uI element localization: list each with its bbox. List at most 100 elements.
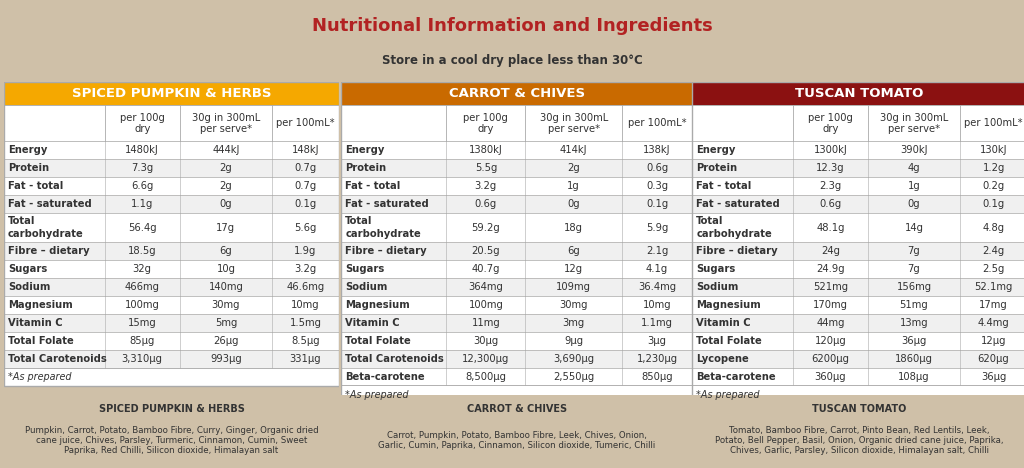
Text: Energy: Energy <box>345 146 385 155</box>
Bar <box>4 314 339 332</box>
Bar <box>4 367 339 386</box>
Text: 8.5μg: 8.5μg <box>291 336 319 346</box>
Text: 26μg: 26μg <box>213 336 239 346</box>
Text: 0.1g: 0.1g <box>982 199 1005 209</box>
Bar <box>4 332 339 350</box>
Text: 466mg: 466mg <box>125 282 160 292</box>
Text: 0.1g: 0.1g <box>294 199 316 209</box>
Text: Total: Total <box>696 216 724 226</box>
Text: per 100g
dry: per 100g dry <box>464 113 508 134</box>
Text: 12μg: 12μg <box>981 336 1007 346</box>
Bar <box>341 350 692 367</box>
Bar <box>4 260 339 278</box>
Text: 148kJ: 148kJ <box>292 146 319 155</box>
Text: CARROT & CHIVES: CARROT & CHIVES <box>449 87 585 100</box>
Text: 5.5g: 5.5g <box>475 163 497 173</box>
Text: 108μg: 108μg <box>898 372 930 381</box>
Text: 10mg: 10mg <box>643 300 672 310</box>
Text: Fibre – dietary: Fibre – dietary <box>696 246 778 256</box>
Bar <box>4 296 339 314</box>
Text: 2g: 2g <box>219 163 232 173</box>
Text: 414kJ: 414kJ <box>560 146 588 155</box>
Text: 0g: 0g <box>907 199 921 209</box>
Text: 20.5g: 20.5g <box>472 246 500 256</box>
Text: 1g: 1g <box>907 181 921 191</box>
Bar <box>341 159 692 177</box>
Text: 36μg: 36μg <box>981 372 1007 381</box>
Text: 1.1mg: 1.1mg <box>641 318 673 328</box>
Text: 3mg: 3mg <box>562 318 585 328</box>
Text: carbohydrate: carbohydrate <box>345 229 421 239</box>
Text: 11mg: 11mg <box>471 318 501 328</box>
Text: 444kJ: 444kJ <box>212 146 240 155</box>
Text: Sodium: Sodium <box>345 282 387 292</box>
Bar <box>341 105 692 141</box>
Text: 3μg: 3μg <box>647 336 667 346</box>
Text: *As prepared: *As prepared <box>8 372 72 382</box>
Bar <box>692 367 1024 386</box>
Bar <box>692 278 1024 296</box>
Text: 1380kJ: 1380kJ <box>469 146 503 155</box>
Text: Total: Total <box>345 216 373 226</box>
Text: 1860μg: 1860μg <box>895 354 933 364</box>
Text: 6200μg: 6200μg <box>811 354 849 364</box>
Text: Protein: Protein <box>345 163 386 173</box>
Text: 364mg: 364mg <box>468 282 504 292</box>
Text: carbohydrate: carbohydrate <box>8 229 84 239</box>
Text: 140mg: 140mg <box>209 282 244 292</box>
Text: 52.1mg: 52.1mg <box>975 282 1013 292</box>
Text: Total Folate: Total Folate <box>345 336 411 346</box>
Text: 56.4g: 56.4g <box>128 223 157 233</box>
Bar <box>4 105 339 141</box>
Text: 850μg: 850μg <box>641 372 673 381</box>
Text: Fibre – dietary: Fibre – dietary <box>345 246 427 256</box>
Text: 0.1g: 0.1g <box>646 199 669 209</box>
Bar <box>692 350 1024 367</box>
Text: 44mg: 44mg <box>816 318 845 328</box>
Text: 17mg: 17mg <box>979 300 1008 310</box>
Bar <box>341 177 692 195</box>
Text: Vitamin C: Vitamin C <box>696 318 751 328</box>
Text: 120μg: 120μg <box>814 336 846 346</box>
Text: 0.6g: 0.6g <box>819 199 842 209</box>
Bar <box>4 242 339 260</box>
Text: Total Folate: Total Folate <box>696 336 762 346</box>
Bar <box>692 260 1024 278</box>
Bar <box>4 278 339 296</box>
Text: 14g: 14g <box>904 223 924 233</box>
Text: 360μg: 360μg <box>814 372 846 381</box>
Bar <box>692 314 1024 332</box>
Text: Store in a cool dry place less than 30°C: Store in a cool dry place less than 30°C <box>382 54 642 67</box>
Text: 12.3g: 12.3g <box>816 163 845 173</box>
Bar <box>692 242 1024 260</box>
Bar <box>341 296 692 314</box>
Text: 9μg: 9μg <box>564 336 584 346</box>
Text: 130kJ: 130kJ <box>980 146 1008 155</box>
Text: 2.1g: 2.1g <box>646 246 669 256</box>
Bar <box>341 260 692 278</box>
Text: 7.3g: 7.3g <box>131 163 154 173</box>
Text: 156mg: 156mg <box>896 282 932 292</box>
Text: 4.4mg: 4.4mg <box>978 318 1010 328</box>
Text: 30μg: 30μg <box>473 336 499 346</box>
Bar <box>341 367 692 386</box>
Text: 18g: 18g <box>564 223 584 233</box>
Text: 3.2g: 3.2g <box>475 181 497 191</box>
Text: 6g: 6g <box>567 246 580 256</box>
Text: 32g: 32g <box>133 264 152 274</box>
Text: Sugars: Sugars <box>696 264 735 274</box>
Text: 138kJ: 138kJ <box>643 146 671 155</box>
Text: 0.7g: 0.7g <box>294 181 316 191</box>
Text: 1480kJ: 1480kJ <box>125 146 159 155</box>
Text: 109mg: 109mg <box>556 282 591 292</box>
Bar <box>341 141 692 159</box>
Text: 521mg: 521mg <box>813 282 848 292</box>
Text: 10mg: 10mg <box>291 300 319 310</box>
Text: 0.3g: 0.3g <box>646 181 669 191</box>
Text: Carrot, Pumpkin, Potato, Bamboo Fibre, Leek, Chives, Onion,
Garlic, Cumin, Papri: Carrot, Pumpkin, Potato, Bamboo Fibre, L… <box>378 431 655 450</box>
Text: 170mg: 170mg <box>813 300 848 310</box>
Text: 0g: 0g <box>567 199 580 209</box>
Text: 5.6g: 5.6g <box>294 223 316 233</box>
Text: 30mg: 30mg <box>559 300 588 310</box>
Text: Fat - saturated: Fat - saturated <box>8 199 92 209</box>
